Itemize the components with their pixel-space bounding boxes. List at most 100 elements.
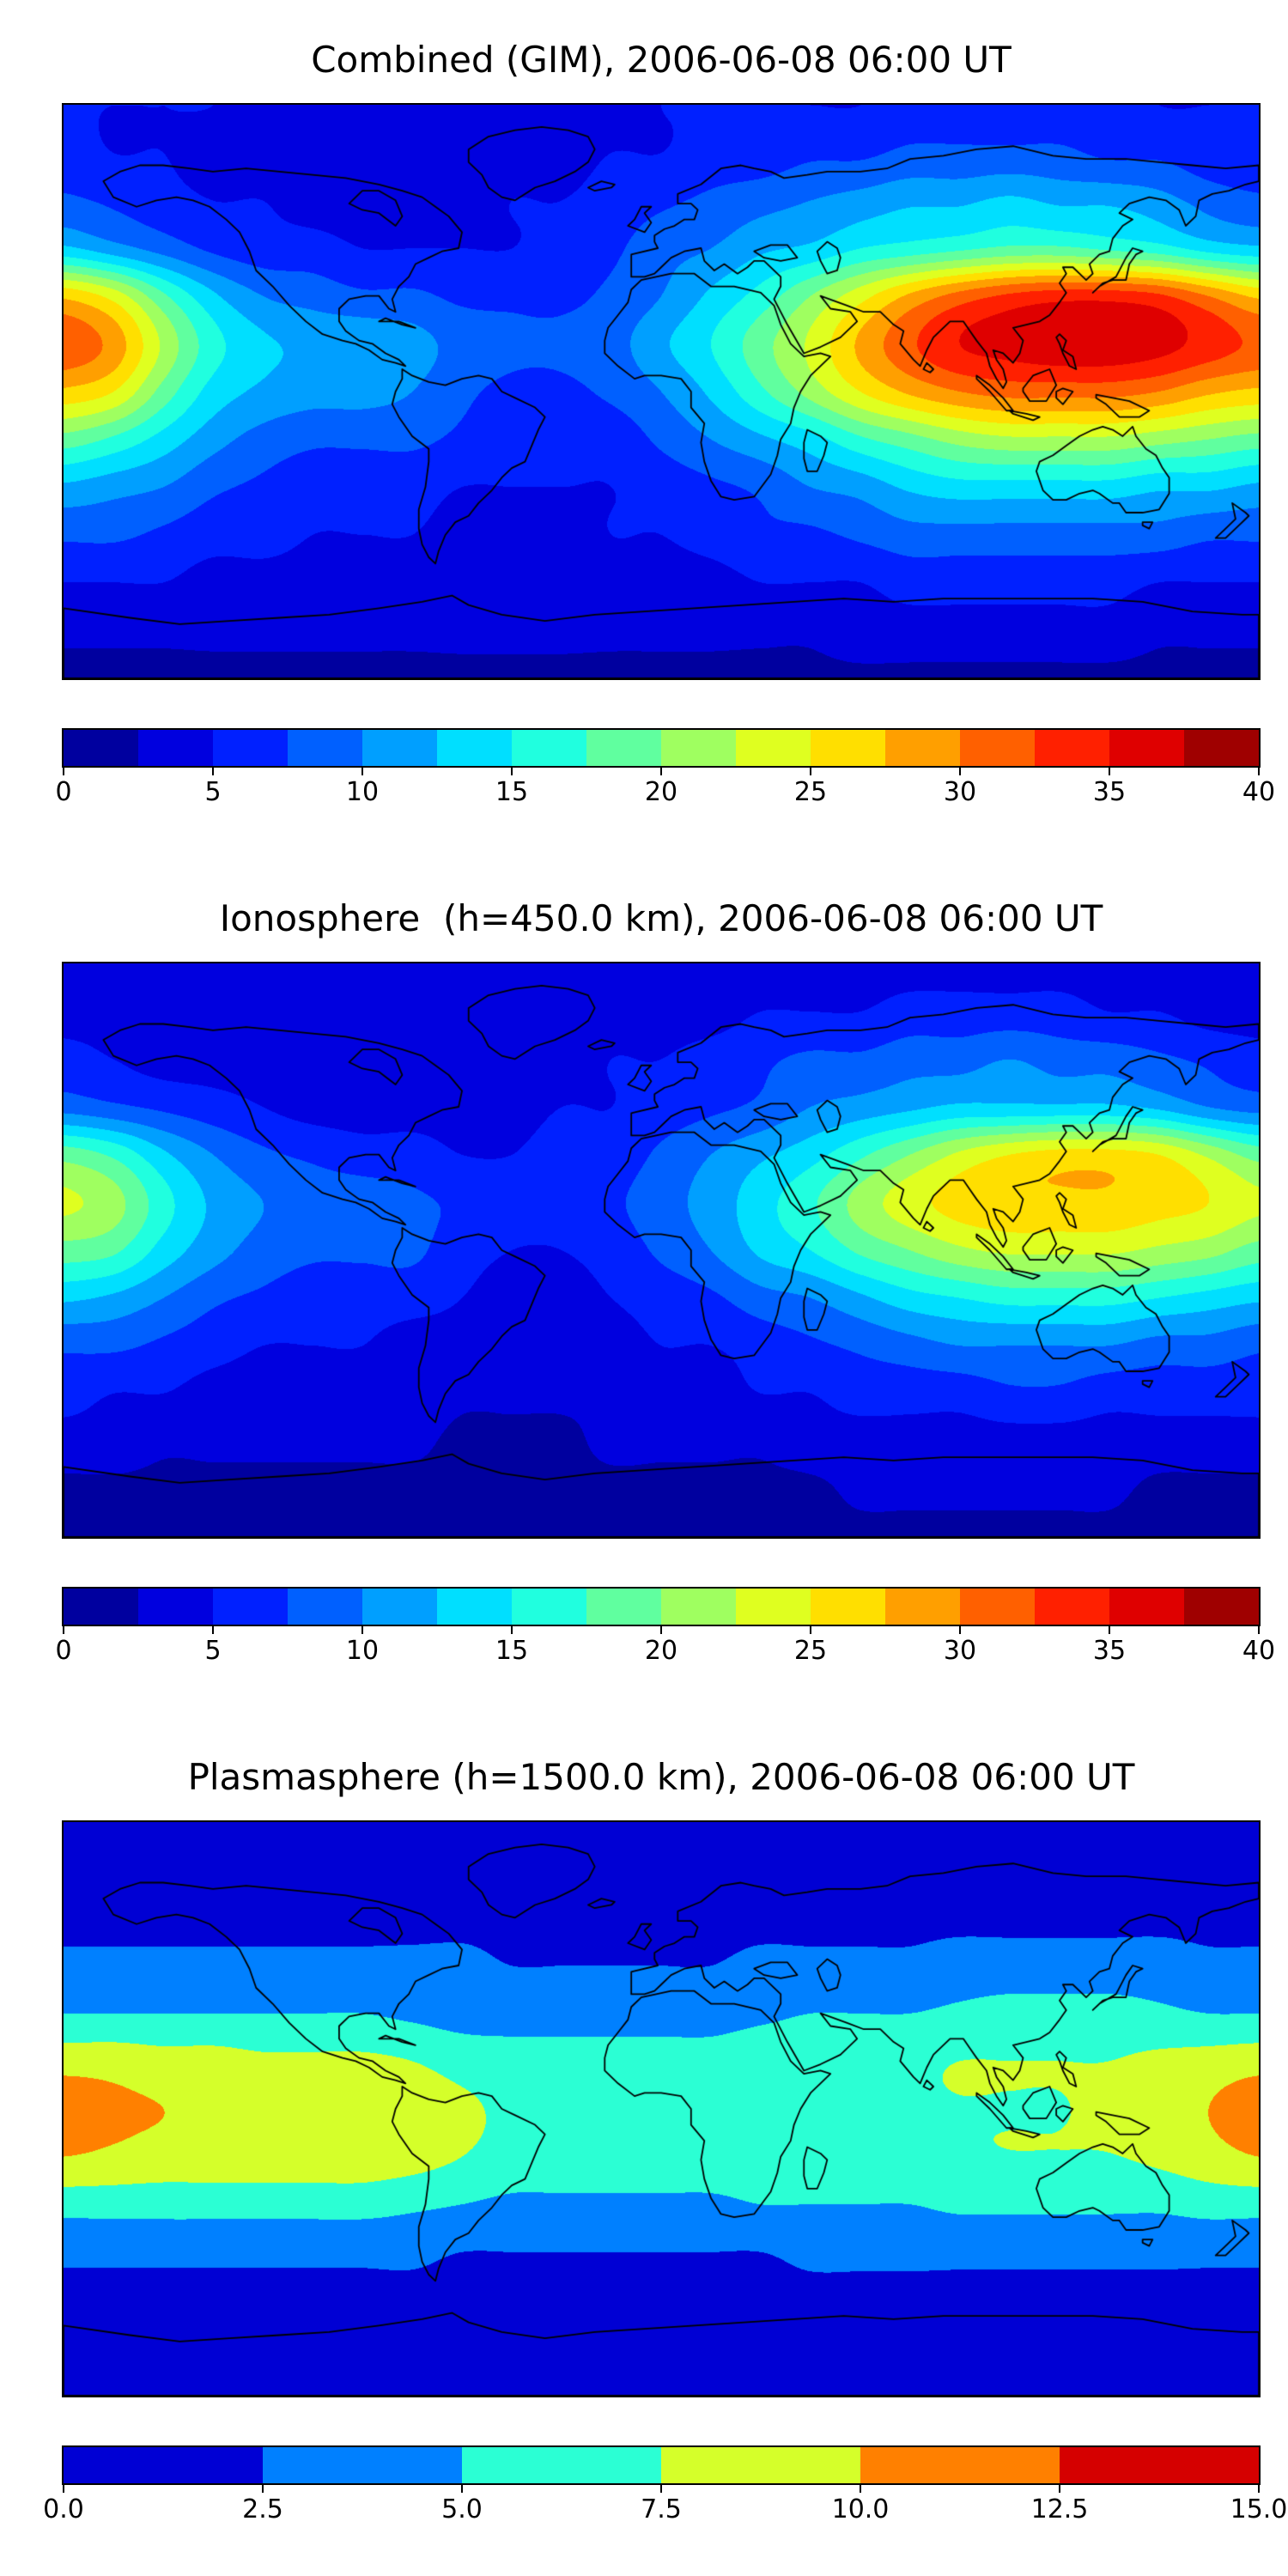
colorbar-segment <box>885 1589 960 1625</box>
colorbar-ticks-plasmasphere: 0.0 2.5 5.0 7.5 10.0 12.5 15.0 <box>43 2485 1287 2530</box>
colorbar-segment <box>1184 730 1259 766</box>
colorbar-tick-mark <box>1258 1626 1260 1634</box>
panel-ionosphere: Ionosphere (h=450.0 km), 2006-06-08 06:0… <box>0 859 1288 1717</box>
colorbar-ticks-combined: 0 5 10 15 20 25 30 35 40 <box>55 768 1275 812</box>
panel-title-plasmasphere: Plasmasphere (h=1500.0 km), 2006-06-08 0… <box>187 1756 1135 1798</box>
colorbar-tick-label: 5.0 <box>441 2494 483 2524</box>
colorbar-segment <box>586 1589 661 1625</box>
colorbar-segment <box>661 730 736 766</box>
colorbar-plasmasphere <box>62 2445 1261 2485</box>
panel-title-combined: Combined (GIM), 2006-06-08 06:00 UT <box>311 39 1012 81</box>
colorbar-tick-mark <box>1258 768 1260 775</box>
colorbar-tick-label: 10.0 <box>831 2494 890 2524</box>
colorbar-tick-label: 10 <box>345 1636 380 1666</box>
colorbar-tick-label: 5 <box>204 1636 222 1666</box>
colorbar-tick-mark <box>1109 1626 1110 1634</box>
map-canvas-plasmasphere <box>64 1822 1259 2396</box>
colorbar-segment <box>512 1589 586 1625</box>
colorbar-tick-label: 30 <box>943 777 977 807</box>
colorbar-tick-label: 30 <box>943 1636 977 1666</box>
colorbar-tick-mark <box>63 1626 64 1634</box>
colorbar-tick-label: 40 <box>1242 777 1276 807</box>
colorbar-tick-mark <box>461 2485 463 2493</box>
colorbar-segment <box>512 730 586 766</box>
colorbar-tick-mark <box>1059 2485 1060 2493</box>
colorbar-ionosphere <box>62 1587 1261 1626</box>
colorbar-tick-mark <box>361 768 363 775</box>
panel-title-ionosphere: Ionosphere (h=450.0 km), 2006-06-08 06:0… <box>219 897 1103 939</box>
colorbar-tick-label: 40 <box>1242 1636 1276 1666</box>
colorbar-segment <box>362 730 437 766</box>
map-canvas-ionosphere <box>64 963 1259 1537</box>
colorbar-combined <box>62 728 1261 768</box>
colorbar-segment <box>960 1589 1035 1625</box>
colorbar-segment <box>213 730 288 766</box>
colorbar-tick-mark <box>361 1626 363 1634</box>
colorbar-segment <box>736 730 811 766</box>
colorbar-segment <box>263 2447 462 2483</box>
colorbar-segment <box>885 730 960 766</box>
colorbar-tick-label: 0 <box>55 1636 72 1666</box>
colorbar-tick-label: 20 <box>644 1636 678 1666</box>
colorbar-tick-mark <box>660 1626 662 1634</box>
colorbar-tick-mark <box>860 2485 861 2493</box>
colorbar-tick-label: 20 <box>644 777 678 807</box>
colorbar-tick-label: 0.0 <box>43 2494 84 2524</box>
colorbar-ticks-ionosphere: 0 5 10 15 20 25 30 35 40 <box>55 1626 1275 1671</box>
colorbar-tick-mark <box>660 768 662 775</box>
colorbar-segment <box>1109 1589 1184 1625</box>
panel-combined: Combined (GIM), 2006-06-08 06:00 UT 0 5 10… <box>0 0 1288 859</box>
colorbar-tick-mark <box>959 1626 961 1634</box>
colorbar-tick-label: 35 <box>1092 777 1127 807</box>
colorbar-tick-mark <box>63 2485 64 2493</box>
colorbar-segment <box>1184 1589 1259 1625</box>
colorbar-segment <box>1109 730 1184 766</box>
map-canvas-combined <box>64 105 1259 678</box>
colorbar-tick-mark <box>212 1626 214 1634</box>
colorbar-segment <box>462 2447 661 2483</box>
colorbar-tick-mark <box>511 1626 513 1634</box>
map-ionosphere <box>62 962 1261 1539</box>
colorbar-tick-mark <box>262 2485 264 2493</box>
colorbar-segment <box>661 1589 736 1625</box>
colorbar-segment <box>860 2447 1060 2483</box>
colorbar-segment <box>1035 730 1109 766</box>
colorbar-tick-label: 15 <box>495 777 529 807</box>
colorbar-segment <box>64 730 138 766</box>
colorbar-segment <box>64 2447 263 2483</box>
colorbar-tick-mark <box>212 768 214 775</box>
colorbar-segment <box>138 730 213 766</box>
colorbar-tick-mark <box>1109 768 1110 775</box>
colorbar-tick-label: 5 <box>204 777 222 807</box>
colorbar-segment <box>1035 1589 1109 1625</box>
colorbar-tick-label: 25 <box>793 777 828 807</box>
colorbar-tick-label: 15 <box>495 1636 529 1666</box>
colorbar-segment <box>138 1589 213 1625</box>
colorbar-segment <box>661 2447 860 2483</box>
colorbar-tick-mark <box>63 768 64 775</box>
colorbar-tick-mark <box>810 1626 811 1634</box>
colorbar-tick-label: 15.0 <box>1230 2494 1288 2524</box>
colorbar-tick-mark <box>959 768 961 775</box>
colorbar-tick-mark <box>1258 2485 1260 2493</box>
map-combined <box>62 103 1261 680</box>
colorbar-segment <box>960 730 1035 766</box>
map-plasmasphere <box>62 1820 1261 2397</box>
colorbar-segment <box>811 1589 885 1625</box>
colorbar-segment <box>64 1589 138 1625</box>
colorbar-segment <box>362 1589 437 1625</box>
colorbar-tick-label: 35 <box>1092 1636 1127 1666</box>
colorbar-segment <box>288 1589 362 1625</box>
colorbar-segment <box>437 1589 512 1625</box>
colorbar-segment <box>437 730 512 766</box>
colorbar-segment <box>736 1589 811 1625</box>
colorbar-tick-label: 2.5 <box>242 2494 283 2524</box>
colorbar-tick-label: 10 <box>345 777 380 807</box>
colorbar-segment <box>213 1589 288 1625</box>
colorbar-tick-label: 0 <box>55 777 72 807</box>
colorbar-tick-label: 25 <box>793 1636 828 1666</box>
colorbar-tick-mark <box>660 2485 662 2493</box>
colorbar-tick-label: 12.5 <box>1030 2494 1089 2524</box>
colorbar-tick-label: 7.5 <box>641 2494 682 2524</box>
